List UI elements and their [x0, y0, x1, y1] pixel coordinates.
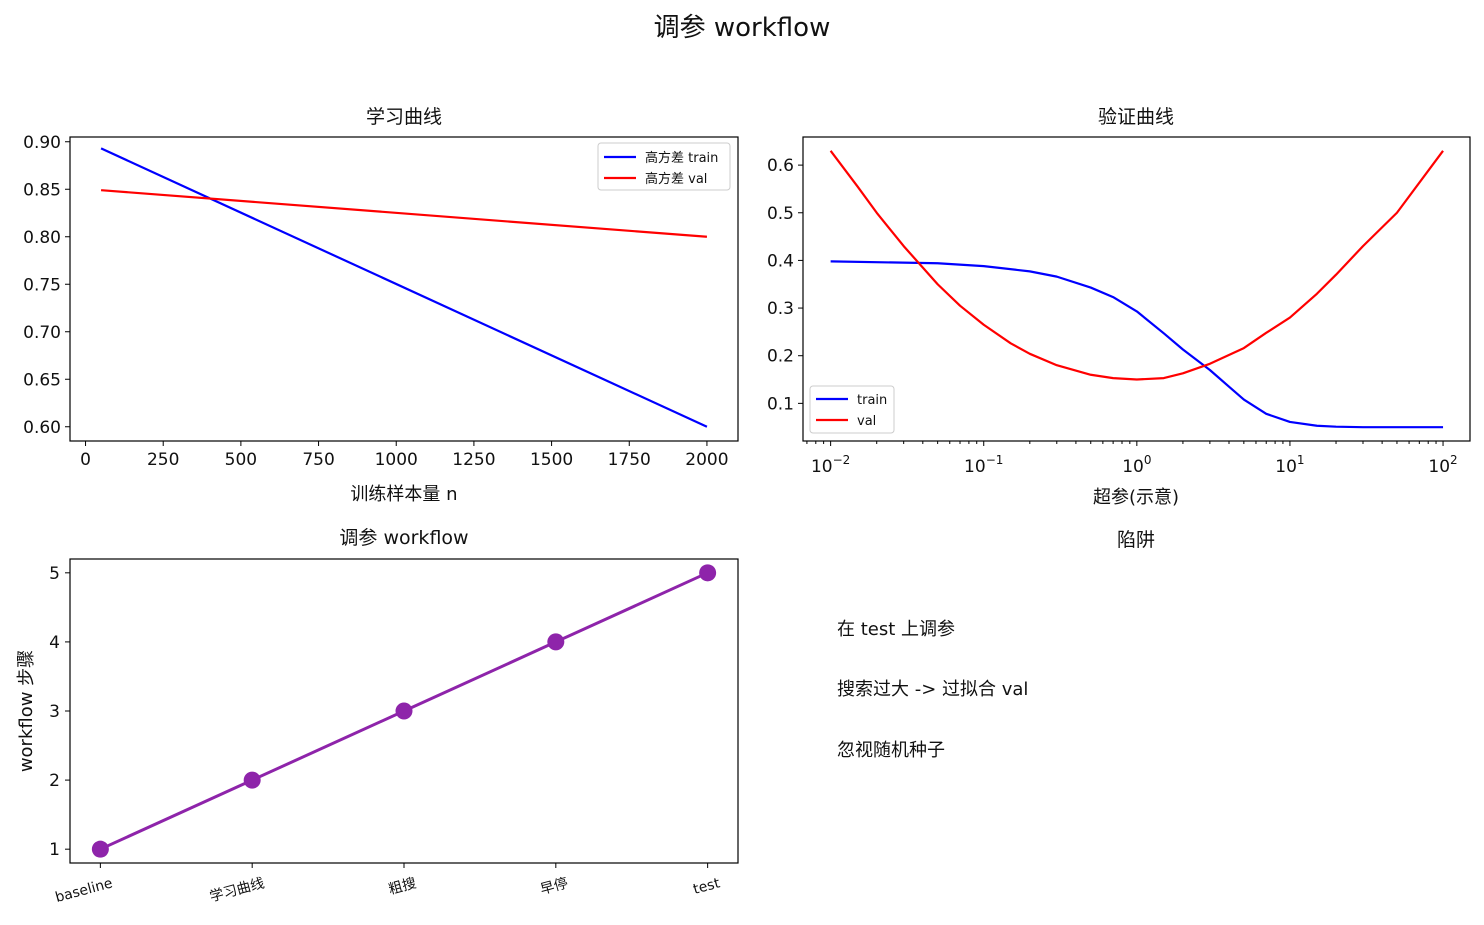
legend-label-val: val: [857, 414, 876, 429]
validation-curve-lines: [829, 150, 1444, 429]
y-tick-label: 5: [49, 564, 60, 584]
y-tick-label: 0.5: [767, 204, 794, 224]
learning-curve-lines: [100, 147, 708, 428]
x-tick-label: 750: [302, 450, 334, 470]
series-line: [830, 260, 1444, 429]
series-line: [100, 147, 708, 428]
data-point: [699, 564, 717, 582]
y-tick-label: 3: [49, 702, 60, 722]
x-tick-label: 2000: [685, 450, 728, 470]
category-label: baseline: [54, 875, 115, 906]
y-tick-label: 0.1: [767, 394, 794, 414]
x-tick-label: 0: [80, 450, 91, 470]
legend-label-train: train: [857, 393, 887, 408]
validation-curve-axes: [802, 136, 1471, 442]
x-tick-label: 101: [1275, 453, 1304, 477]
x-tick-label: 1250: [452, 450, 495, 470]
y-tick-label: 2: [49, 771, 60, 791]
suptitle: 调参 workflow: [654, 13, 831, 43]
category-label: 早停: [538, 874, 569, 898]
learning-curve-ticks: 0 250 500 750 1000 1250 1500 1750 2000 0.60 0.65 0.…: [23, 133, 728, 470]
y-tick-label: 4: [49, 633, 60, 653]
validation-curve-xlabel: 超参(示意): [1093, 487, 1179, 508]
workflow-panel: 调参 workflow baseline 学习曲线 粗搜 早停 test 1 2 3 4 5 wo…: [16, 527, 739, 906]
x-tick-label: 1750: [608, 450, 651, 470]
learning-curve-legend: 高方差 train 高方差 val: [597, 142, 731, 191]
data-point: [91, 840, 109, 858]
learning-curve-panel: 学习曲线 0 250 500 750 1000 1250 1500 1750 20000.600…: [23, 106, 739, 505]
y-tick-label: 0.85: [23, 180, 61, 200]
x-tick-label: 1000: [375, 450, 418, 470]
series-line: [100, 189, 708, 238]
data-point: [395, 702, 413, 720]
validation-curve-title: 验证曲线: [1098, 106, 1174, 128]
y-tick-label: 0.3: [767, 299, 794, 319]
y-tick-label: 0.6: [767, 156, 794, 176]
category-label: test: [692, 875, 723, 898]
validation-curve-legend: train val: [809, 385, 895, 434]
legend-frame: [809, 385, 895, 434]
y-tick-label: 0.75: [23, 275, 61, 295]
pitfall-item: 忽视随机种子: [837, 740, 945, 761]
pitfalls-title: 陷阱: [1117, 529, 1155, 551]
y-tick-label: 0.65: [23, 370, 61, 390]
pitfall-item: 搜索过大 -> 过拟合 val: [837, 679, 1028, 700]
y-tick-label: 0.80: [23, 228, 61, 248]
x-tick-label: 1500: [530, 450, 573, 470]
workflow-axes: [69, 558, 739, 864]
workflow-lines: [91, 564, 717, 858]
category-label: 粗搜: [387, 875, 418, 898]
x-tick-label: 250: [147, 450, 179, 470]
y-tick-label: 0.70: [23, 323, 61, 343]
y-tick-label: 0.90: [23, 133, 61, 153]
learning-curve-axes: [69, 136, 739, 442]
validation-curve-ticks: 10−2 10−1 100 101 102 0.1 0.2 0.3 0.4 0.5 0.6: [767, 156, 1458, 477]
workflow-ylabel: workflow 步骤: [16, 650, 37, 772]
pitfall-item: 在 test 上调参: [837, 619, 955, 640]
validation-curve-panel: 验证曲线 10−2 10−1 100 101 102 0.1 0.2 0.3 0.4 0.5 0.6…: [767, 106, 1471, 508]
learning-curve-xlabel: 训练样本量 n: [350, 484, 457, 505]
workflow-title: 调参 workflow: [339, 527, 468, 549]
x-tick-label: 10−2: [811, 453, 850, 477]
y-tick-label: 0.4: [767, 251, 794, 271]
pitfalls-panel: 陷阱 在 test 上调参 搜索过大 -> 过拟合 val 忽视随机种子: [837, 529, 1155, 761]
y-tick-label: 0.60: [23, 418, 61, 438]
x-tick-label: 10−1: [964, 453, 1003, 477]
legend-label-val: 高方差 val: [645, 171, 707, 187]
workflow-ticks: baseline 学习曲线 粗搜 早停 test 1 2 3 4 5: [49, 564, 722, 906]
x-tick-label: 100: [1122, 453, 1151, 477]
y-tick-label: 0.2: [767, 347, 794, 367]
data-point: [547, 633, 565, 651]
y-tick-label: 1: [49, 840, 60, 860]
legend-label-train: 高方差 train: [645, 150, 718, 166]
learning-curve-title: 学习曲线: [366, 106, 442, 128]
x-tick-label: 500: [225, 450, 257, 470]
data-point: [243, 771, 261, 789]
category-label: 学习曲线: [208, 875, 266, 905]
series-line: [829, 150, 1444, 381]
x-tick-label: 102: [1428, 453, 1457, 477]
